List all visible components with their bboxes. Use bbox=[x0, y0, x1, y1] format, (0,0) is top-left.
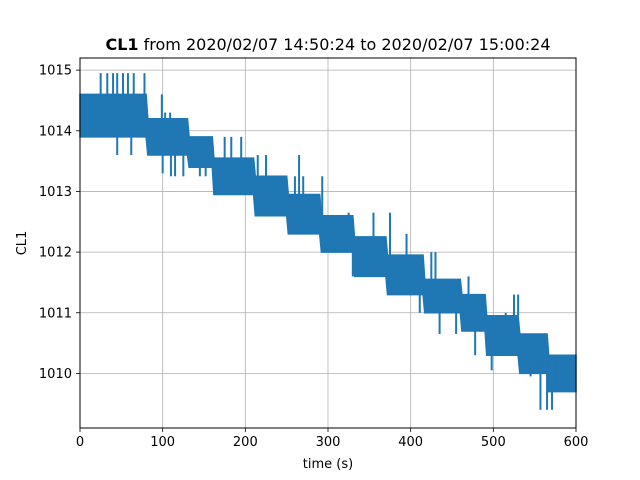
y-tick-label: 1015 bbox=[39, 64, 72, 79]
y-tick-label: 1010 bbox=[39, 367, 72, 382]
ticks: 0 100 200 300 400 500 600 1010 1011 1012 1013 1014 1… bbox=[39, 64, 589, 450]
x-tick-label: 500 bbox=[481, 435, 506, 450]
x-tick-label: 0 bbox=[76, 435, 84, 450]
chart-title: CL1 from 2020/02/07 14:50:24 to 2020/02/… bbox=[105, 35, 550, 54]
y-tick-label: 1012 bbox=[39, 246, 72, 261]
plot-area bbox=[79, 73, 577, 410]
x-axis-label: time (s) bbox=[303, 457, 353, 472]
y-axis-label: CL1 bbox=[15, 231, 30, 256]
x-tick-label: 600 bbox=[564, 435, 589, 450]
y-tick-label: 1013 bbox=[39, 185, 72, 200]
y-tick-label: 1014 bbox=[39, 124, 72, 139]
x-tick-label: 200 bbox=[233, 435, 258, 450]
x-tick-label: 300 bbox=[316, 435, 341, 450]
chart-title-bold: CL1 bbox=[105, 35, 138, 54]
chart-title-rest: from 2020/02/07 14:50:24 to 2020/02/07 1… bbox=[139, 35, 551, 54]
x-tick-label: 400 bbox=[398, 435, 423, 450]
y-tick-label: 1011 bbox=[39, 306, 72, 321]
x-tick-label: 100 bbox=[150, 435, 175, 450]
